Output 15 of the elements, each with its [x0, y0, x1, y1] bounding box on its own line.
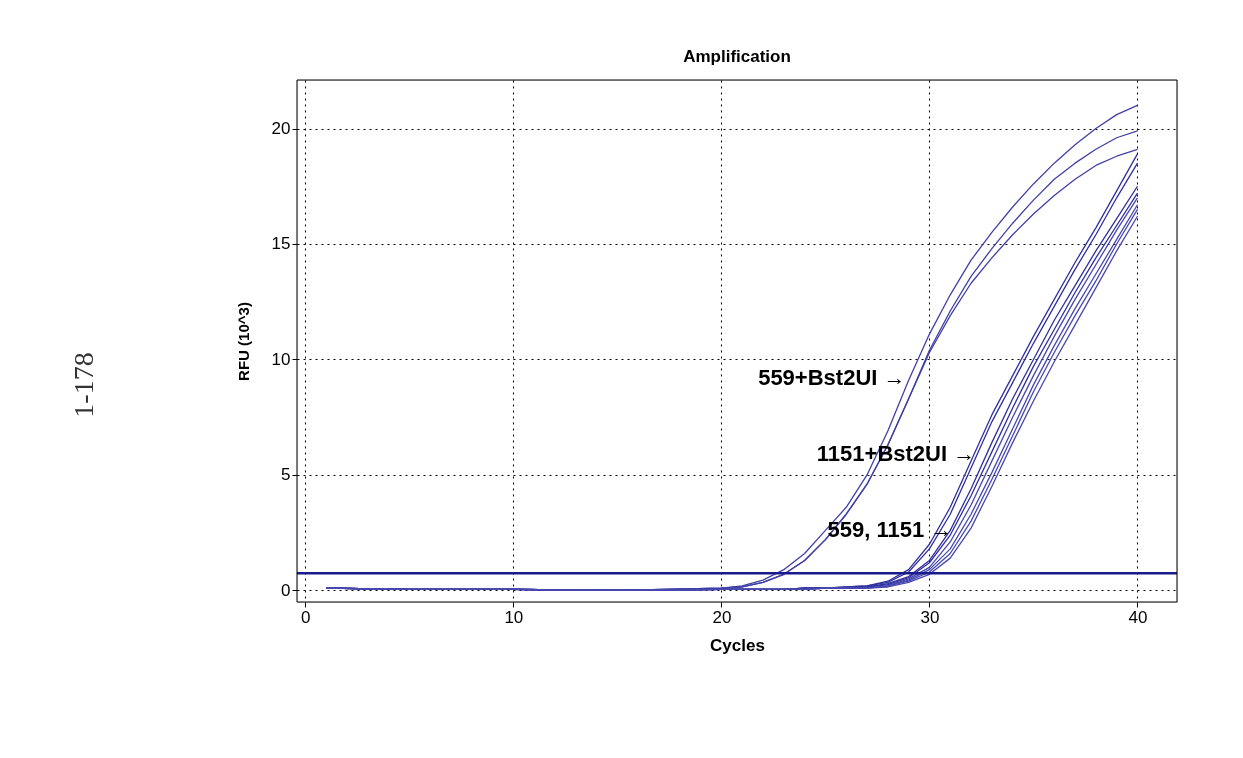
y-axis-title: RFU (10^3) [234, 302, 252, 381]
x-axis-title: Cycles [710, 635, 765, 655]
y-tick-label: 0 [281, 580, 291, 600]
annotation: 559+Bst2UI → [758, 364, 906, 390]
x-tick-label: 40 [1128, 607, 1148, 627]
x-tick-label: 20 [712, 607, 732, 627]
y-tick-label: 10 [271, 349, 291, 369]
y-tick-label: 20 [271, 119, 291, 138]
text: 1-178 [68, 352, 99, 418]
x-tick-label: 10 [504, 607, 524, 627]
x-tick-label: 0 [301, 607, 311, 627]
y-tick-label: 15 [271, 234, 291, 254]
chart-title: Amplification [683, 46, 791, 66]
x-tick-label: 30 [920, 607, 940, 627]
y-tick-label: 5 [281, 465, 291, 485]
